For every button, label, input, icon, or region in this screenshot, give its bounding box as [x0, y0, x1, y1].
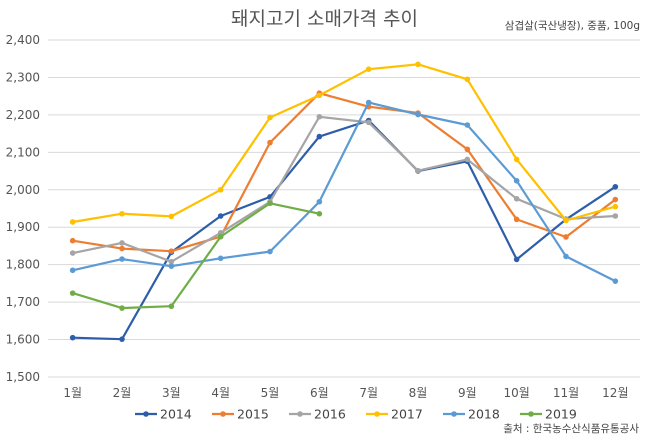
data-point-2017 [119, 210, 125, 217]
data-point-2017 [168, 213, 175, 220]
data-point-2018 [267, 248, 273, 255]
series-line-2014 [72, 119, 616, 341]
data-point-2016 [612, 213, 619, 219]
y-tick-label: 1,900 [6, 220, 40, 234]
data-point-2019 [267, 200, 273, 207]
data-point-2017 [365, 66, 372, 73]
data-point-2018 [316, 198, 323, 205]
x-tick-label: 10월 [504, 386, 530, 400]
data-point-2018 [119, 256, 125, 262]
data-point-2018 [415, 111, 421, 118]
legend-marker-2019 [528, 411, 534, 417]
x-tick-label: 7월 [359, 386, 378, 400]
legend-label: 2014 [160, 407, 192, 422]
x-tick-label: 2월 [113, 386, 132, 400]
x-tick-label: 8월 [409, 386, 428, 400]
legend-label: 2019 [545, 407, 577, 422]
data-point-2016 [316, 113, 323, 120]
legend-marker-2015 [220, 411, 226, 417]
data-point-2017 [316, 92, 323, 99]
legend-marker-2014 [143, 411, 149, 417]
data-point-2019 [168, 303, 175, 310]
legend-marker-2017 [374, 411, 380, 417]
data-point-2016 [168, 258, 175, 265]
y-tick-label: 2,300 [6, 70, 40, 84]
data-point-2018 [365, 99, 372, 106]
legend-label: 2017 [391, 407, 423, 422]
legend-label: 2016 [314, 407, 346, 422]
y-tick-label: 2,100 [6, 145, 40, 159]
legend-label: 2018 [468, 407, 500, 422]
data-point-2017 [612, 203, 619, 210]
series-line-2018 [72, 101, 616, 283]
series-line-2019 [72, 202, 320, 310]
legend-label: 2015 [237, 407, 269, 422]
x-tick-label: 5월 [261, 386, 280, 400]
data-point-2016 [513, 195, 520, 202]
y-tick-label: 1,800 [6, 258, 40, 272]
data-point-2018 [464, 122, 471, 128]
data-point-2019 [119, 305, 125, 311]
x-tick-label: 1월 [63, 386, 82, 400]
data-point-2017 [464, 76, 471, 83]
data-point-2015 [563, 234, 569, 240]
data-point-2018 [168, 263, 175, 269]
x-tick-label: 6월 [310, 386, 329, 400]
series-line-2015 [72, 92, 616, 253]
data-point-2014 [316, 133, 323, 140]
series-line-2016 [72, 115, 616, 263]
data-point-2015 [612, 196, 619, 203]
series-line-2017 [72, 63, 616, 224]
data-point-2017 [217, 186, 224, 193]
data-point-2015 [69, 237, 76, 244]
y-tick-label: 1,700 [6, 295, 40, 309]
y-tick-label: 2,200 [6, 108, 40, 122]
legend-marker-2018 [451, 411, 457, 417]
data-point-2018 [513, 177, 520, 184]
data-point-2017 [267, 114, 273, 121]
data-point-2017 [415, 61, 421, 68]
data-point-2019 [316, 210, 323, 217]
data-point-2018 [563, 253, 569, 260]
y-tick-label: 2,000 [6, 183, 40, 197]
data-point-2016 [119, 240, 125, 246]
data-point-2017 [563, 217, 569, 224]
data-point-2017 [513, 156, 520, 163]
x-tick-label: 9월 [458, 386, 477, 400]
y-tick-label: 2,400 [6, 33, 40, 47]
data-point-2014 [513, 256, 520, 263]
data-point-2019 [217, 233, 224, 240]
data-point-2016 [365, 119, 372, 126]
data-point-2018 [612, 278, 619, 284]
data-point-2015 [464, 146, 471, 153]
data-point-2014 [69, 334, 76, 341]
x-tick-label: 4월 [211, 386, 230, 400]
data-point-2014 [119, 336, 125, 342]
data-point-2018 [69, 267, 76, 274]
chart-title: 돼지고기 소매가격 추이 [231, 8, 418, 30]
chart-subtitle: 삼겹살(국산냉장), 중품, 100g [504, 20, 640, 32]
data-point-2015 [513, 216, 520, 223]
data-point-2015 [168, 248, 175, 254]
chart-source: 출처 : 한국농수산식품유통공사 [503, 423, 639, 435]
x-tick-label: 11월 [553, 386, 579, 400]
y-tick-label: 1,600 [6, 333, 40, 347]
data-point-2015 [267, 139, 273, 146]
y-tick-label: 1,500 [6, 370, 40, 384]
data-point-2014 [612, 183, 619, 190]
data-point-2018 [217, 255, 224, 262]
x-tick-label: 3월 [162, 386, 181, 400]
data-point-2019 [69, 290, 76, 296]
data-point-2016 [464, 156, 471, 163]
data-point-2017 [69, 219, 76, 225]
data-point-2015 [119, 245, 125, 252]
legend-marker-2016 [297, 411, 303, 417]
data-point-2016 [69, 250, 76, 256]
data-point-2016 [415, 167, 421, 174]
x-tick-label: 12월 [602, 386, 628, 400]
data-point-2014 [217, 213, 224, 219]
